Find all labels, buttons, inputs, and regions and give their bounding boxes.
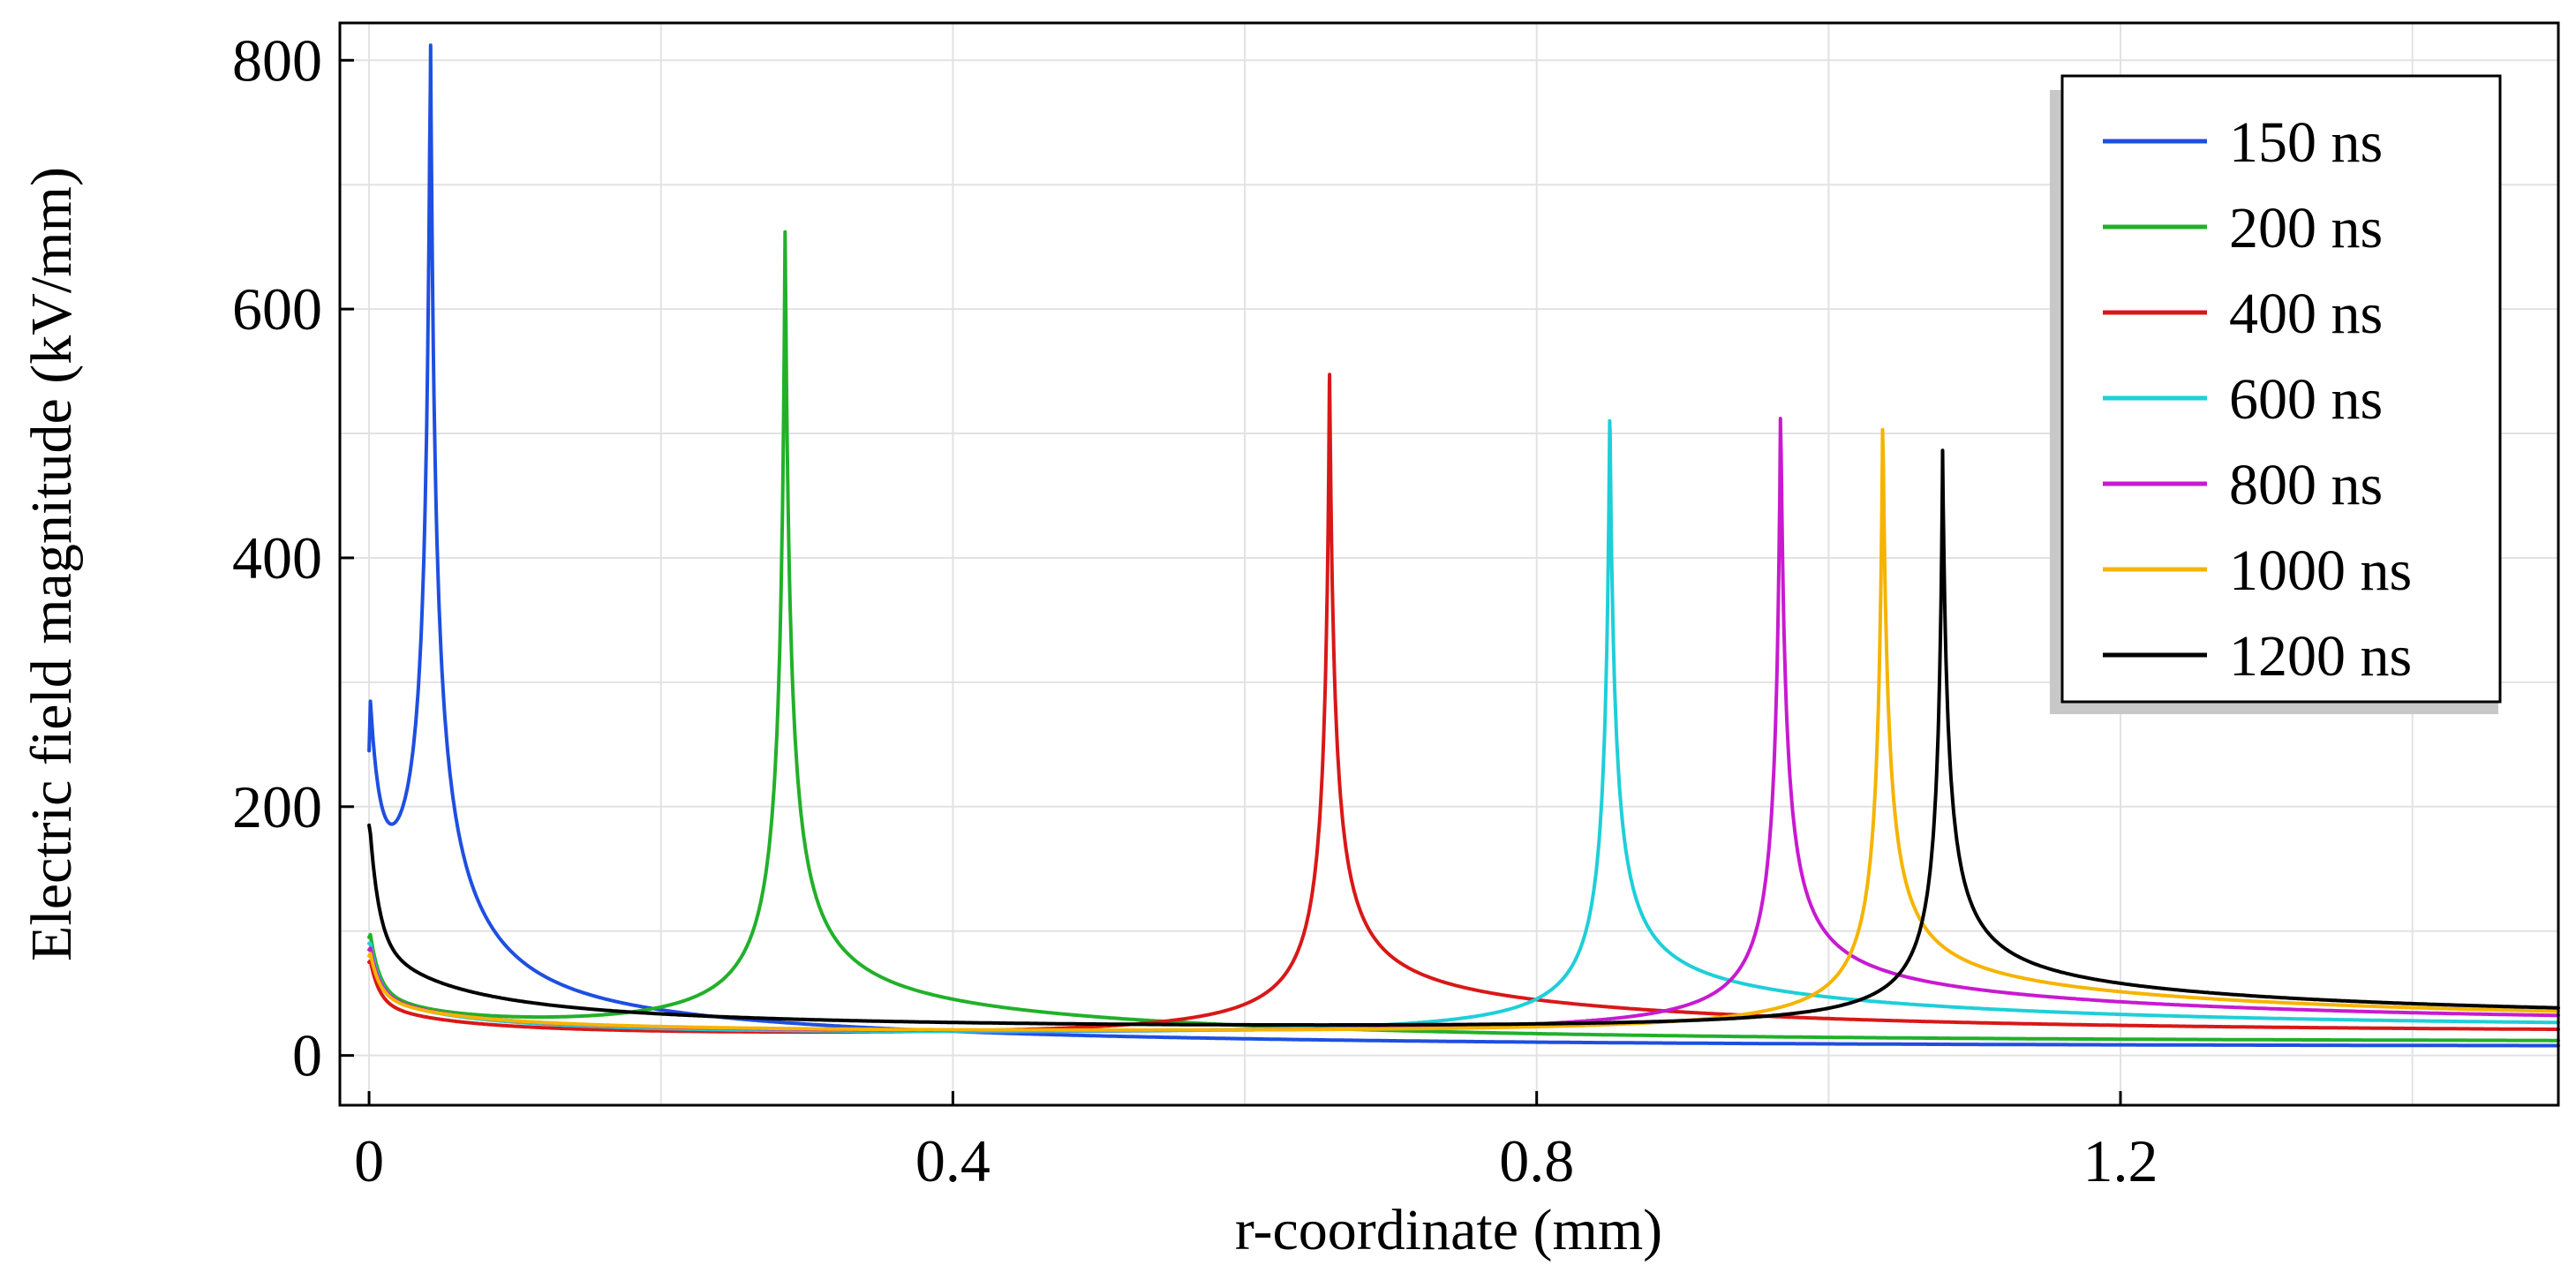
y-axis-title: Electric field magnitude (kV/mm): [19, 167, 84, 961]
plot-frame: [338, 21, 2560, 1107]
x-axis-title: r-coordinate (mm): [1235, 1198, 1662, 1262]
x-tick-label: 0: [354, 1127, 384, 1194]
y-tick-label: 600: [232, 275, 322, 343]
series-line-1000-ns: [367, 427, 2560, 1032]
x-tick-label: 0.8: [1499, 1127, 1574, 1194]
axis-ticks: 0 0.4 0.8 1.2 0 200 400 600 800: [232, 26, 2158, 1194]
legend: 150 ns 200 ns 400 ns 600 ns 800 ns 1000 ns 120…: [2050, 74, 2502, 714]
series-line-200-ns: [367, 230, 2560, 1043]
y-tick-label: 800: [232, 26, 322, 94]
series-line-1200-ns: [367, 448, 2560, 1028]
legend-label: 1200 ns: [2229, 624, 2412, 689]
y-tick-label: 400: [232, 524, 322, 591]
legend-box: [2060, 74, 2502, 704]
plot-series: [367, 43, 2560, 1048]
legend-label: 200 ns: [2229, 196, 2383, 260]
legend-label: 400 ns: [2229, 282, 2383, 346]
legend-label: 600 ns: [2229, 367, 2383, 432]
y-tick-label: 0: [292, 1022, 322, 1089]
legend-label: 800 ns: [2229, 453, 2383, 517]
legend-label: 150 ns: [2229, 110, 2383, 175]
legend-label: 1000 ns: [2229, 538, 2412, 603]
x-tick-label: 0.4: [915, 1127, 990, 1194]
x-tick-label: 1.2: [2083, 1127, 2158, 1194]
y-tick-label: 200: [232, 773, 322, 840]
